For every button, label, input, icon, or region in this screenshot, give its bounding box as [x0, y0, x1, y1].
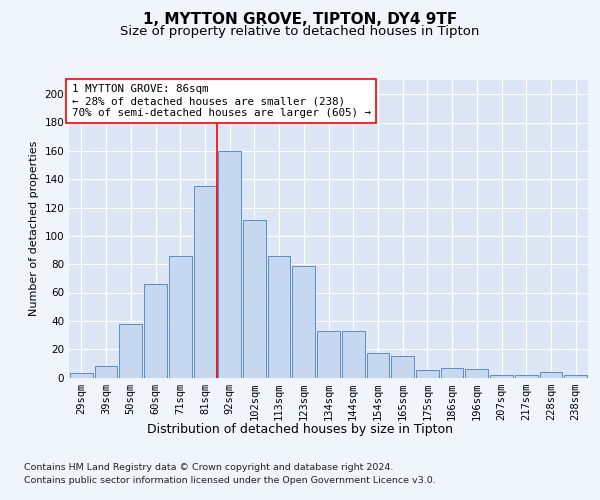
- Y-axis label: Number of detached properties: Number of detached properties: [29, 141, 39, 316]
- Bar: [441, 368, 463, 378]
- Bar: [144, 284, 167, 378]
- Bar: [70, 373, 93, 378]
- Text: Contains public sector information licensed under the Open Government Licence v3: Contains public sector information licen…: [24, 476, 436, 485]
- Bar: [119, 324, 142, 378]
- Bar: [169, 256, 191, 378]
- Bar: [268, 256, 290, 378]
- Bar: [490, 374, 513, 378]
- Bar: [367, 354, 389, 378]
- Text: 1, MYTTON GROVE, TIPTON, DY4 9TF: 1, MYTTON GROVE, TIPTON, DY4 9TF: [143, 12, 457, 28]
- Bar: [539, 372, 562, 378]
- Text: Size of property relative to detached houses in Tipton: Size of property relative to detached ho…: [121, 25, 479, 38]
- Bar: [515, 374, 538, 378]
- Bar: [466, 369, 488, 378]
- Bar: [564, 374, 587, 378]
- Text: 1 MYTTON GROVE: 86sqm
← 28% of detached houses are smaller (238)
70% of semi-det: 1 MYTTON GROVE: 86sqm ← 28% of detached …: [71, 84, 371, 117]
- Bar: [218, 151, 241, 378]
- Bar: [243, 220, 266, 378]
- Text: Contains HM Land Registry data © Crown copyright and database right 2024.: Contains HM Land Registry data © Crown c…: [24, 462, 394, 471]
- Bar: [292, 266, 315, 378]
- Bar: [317, 331, 340, 378]
- Bar: [95, 366, 118, 378]
- Bar: [416, 370, 439, 378]
- Bar: [391, 356, 414, 378]
- Bar: [342, 331, 365, 378]
- Text: Distribution of detached houses by size in Tipton: Distribution of detached houses by size …: [147, 422, 453, 436]
- Bar: [194, 186, 216, 378]
